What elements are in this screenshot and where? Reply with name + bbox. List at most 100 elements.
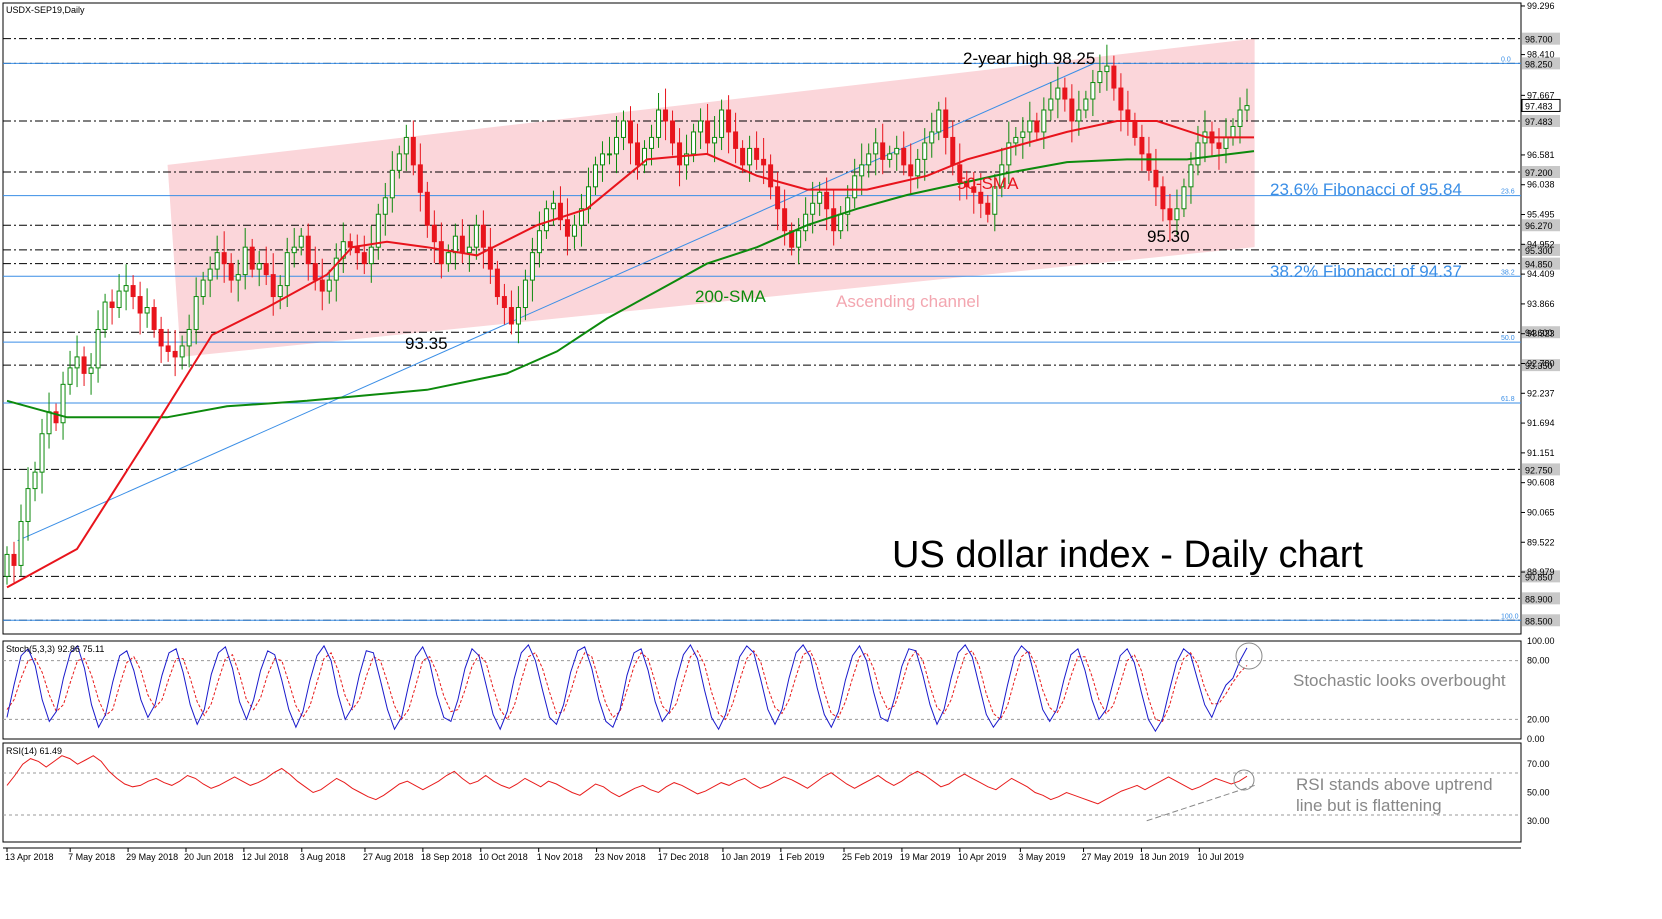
candle-body <box>130 285 136 298</box>
candle-body <box>235 274 241 281</box>
candle-body <box>677 142 683 166</box>
date-tick-label: 10 Jul 2019 <box>1197 852 1244 862</box>
candle-body <box>1188 164 1194 188</box>
price-tick-label: 98.410 <box>1527 50 1555 60</box>
date-tick-label: 1 Feb 2019 <box>779 852 825 862</box>
candle-body <box>1055 87 1061 100</box>
date-tick-label: 18 Sep 2018 <box>421 852 472 862</box>
stoch-tick-label: 80.00 <box>1527 656 1550 666</box>
candle-body <box>557 202 563 221</box>
candle-body <box>221 252 227 265</box>
candle-body <box>775 186 781 210</box>
candle-body <box>1083 98 1089 111</box>
date-tick-label: 3 May 2019 <box>1018 852 1065 862</box>
rsi-highlight-circle <box>1233 769 1255 791</box>
candle-body <box>852 175 858 199</box>
level-tag: 88.500 <box>1525 616 1553 626</box>
candle-body <box>1244 105 1250 111</box>
level-tag: 88.900 <box>1525 594 1553 604</box>
candle-body <box>32 471 38 490</box>
price-tick-label: 94.409 <box>1527 269 1555 279</box>
candle-body <box>298 235 304 248</box>
level-tag: 95.300 <box>1525 246 1553 256</box>
main-price-pane: 0.0 23.6 38.2 50.0 61.8 100.0 USDX-SEP19,Dail… <box>2 2 1522 635</box>
candle-body <box>18 521 24 566</box>
stoch-tick-label: 100.00 <box>1527 636 1555 646</box>
candle-body <box>635 142 641 166</box>
candle-body <box>705 120 711 144</box>
candle-body <box>186 328 192 347</box>
candle-body <box>501 296 507 309</box>
label-50-sma: 50-SMA <box>957 174 1019 193</box>
candle-body <box>950 136 956 166</box>
date-tick-label: 20 Jun 2018 <box>184 852 234 862</box>
candle-body <box>284 252 290 287</box>
candle-body <box>410 136 416 166</box>
candle-body <box>936 109 942 133</box>
annotation-low-2: 95.30 <box>1147 227 1190 246</box>
candle-body <box>333 257 339 281</box>
candle-body <box>894 147 900 155</box>
candle-body <box>992 186 998 215</box>
candle-body <box>1013 136 1019 144</box>
candle-body <box>592 164 598 188</box>
candle-body <box>81 356 87 374</box>
candle-body <box>375 213 381 248</box>
label-channel: Ascending channel <box>836 292 980 311</box>
candle-body <box>200 279 206 298</box>
level-tag: 92.750 <box>1525 465 1553 475</box>
candle-body <box>887 153 893 160</box>
level-tag-box <box>1522 326 1560 339</box>
candle-body <box>487 246 493 270</box>
candle-body <box>1090 82 1096 100</box>
rsi-line <box>6 755 1248 805</box>
date-tick-label: 10 Oct 2018 <box>479 852 528 862</box>
candle-body <box>838 213 844 232</box>
price-tick-label: 96.581 <box>1527 150 1555 160</box>
candle-body <box>1034 120 1040 133</box>
candle-body <box>1111 65 1117 89</box>
fib-ratio-label: 100.0 <box>1501 613 1519 620</box>
candle-body <box>1006 142 1012 166</box>
candle-body <box>999 164 1005 188</box>
rsi-tick-label: 50.00 <box>1527 788 1550 798</box>
stoch-title: Stoch(5,3,3) 92.86 75.11 <box>6 644 104 654</box>
candle-body <box>859 164 865 177</box>
candle-body <box>1216 142 1222 149</box>
stoch-tick-label: 0.00 <box>1527 734 1545 744</box>
candle-body <box>536 230 542 254</box>
annotation-high: 2-year high 98.25 <box>963 49 1095 68</box>
candle-body <box>733 131 739 149</box>
candle-body <box>1027 120 1033 133</box>
candle-body <box>319 279 325 292</box>
level-tag: 97.483 <box>1525 117 1553 127</box>
stoch-k-line <box>6 643 1248 733</box>
level-tag: 97.200 <box>1525 168 1553 178</box>
stoch-axis: 100.00 80.00 20.00 0.00 <box>1527 636 1555 744</box>
date-tick-label: 10 Apr 2019 <box>958 852 1007 862</box>
candle-body <box>1153 169 1159 188</box>
candle-body <box>642 147 648 166</box>
candle-body <box>789 230 795 248</box>
candle-body <box>522 279 528 309</box>
candles <box>4 44 1250 585</box>
candle-body <box>1118 87 1124 111</box>
date-tick-label: 10 Jan 2019 <box>721 852 771 862</box>
price-tick-label: 97.667 <box>1527 90 1555 100</box>
candle-body <box>277 285 283 298</box>
price-tick-label: 95.495 <box>1527 210 1555 220</box>
candle-body <box>1146 153 1152 171</box>
candle-body <box>165 345 171 352</box>
candle-body <box>726 109 732 133</box>
date-tick-label: 17 Dec 2018 <box>658 852 709 862</box>
candle-body <box>466 246 472 254</box>
candle-body <box>137 296 143 314</box>
candle-body <box>1181 186 1187 210</box>
candle-body <box>613 136 619 155</box>
candle-body <box>698 120 704 133</box>
candle-body <box>663 109 669 122</box>
fib-ratio-label: 23.6 <box>1501 189 1515 196</box>
candle-body <box>1097 71 1103 84</box>
candle-body <box>761 158 767 166</box>
